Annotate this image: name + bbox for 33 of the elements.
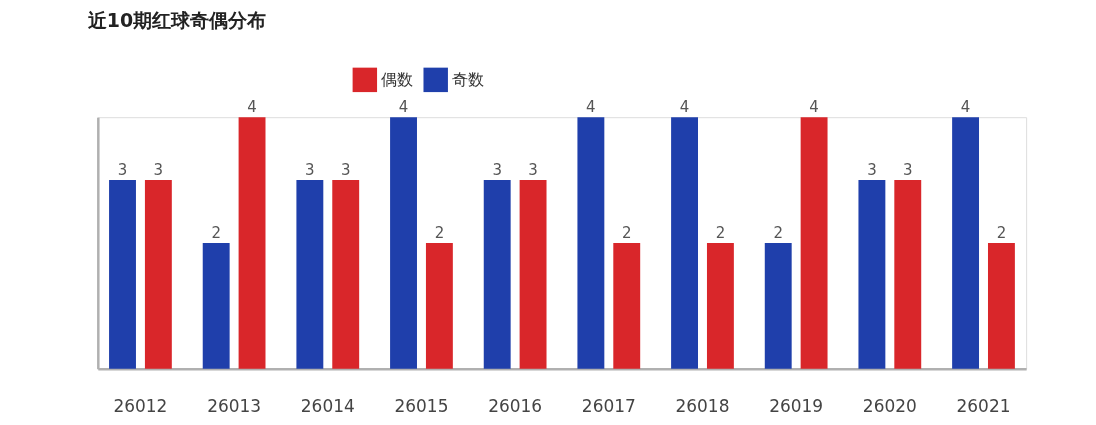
data-label: 4 — [809, 98, 819, 117]
x-tick-label: 26016 — [488, 396, 543, 417]
data-label: 3 — [117, 161, 128, 180]
legend-label: 偶数 — [381, 69, 414, 89]
data-label: 4 — [247, 98, 257, 117]
x-tick-label: 26018 — [675, 396, 730, 417]
data-label: 3 — [153, 161, 164, 180]
x-tick-label: 26012 — [113, 396, 168, 417]
x-tick-label: 26014 — [300, 396, 355, 417]
x-tick-label: 26019 — [769, 396, 824, 417]
data-label: 2 — [773, 223, 783, 242]
data-label: 4 — [960, 98, 971, 117]
x-tick-label: 26020 — [862, 396, 917, 417]
data-label: 3 — [528, 161, 538, 180]
legend-label: 奇数 — [452, 69, 485, 89]
x-tick-label: 26017 — [581, 396, 636, 417]
data-label: 3 — [305, 161, 315, 180]
data-label: 3 — [867, 161, 877, 180]
data-label: 2 — [434, 223, 445, 242]
data-label: 4 — [679, 98, 690, 117]
data-label: 2 — [715, 223, 726, 242]
data-label: 3 — [340, 161, 351, 180]
data-label: 2 — [621, 223, 632, 242]
data-label: 3 — [903, 161, 913, 180]
chart-title: 近10期红球奇偶分布 — [86, 9, 267, 32]
x-tick-label: 26013 — [207, 396, 262, 417]
data-label: 4 — [586, 98, 596, 117]
x-tick-label: 26015 — [394, 396, 449, 417]
data-label: 2 — [211, 223, 221, 242]
x-tick-label: 26021 — [956, 396, 1011, 417]
data-label: 2 — [996, 223, 1007, 242]
data-label: 4 — [398, 98, 409, 117]
data-label: 3 — [492, 161, 502, 180]
